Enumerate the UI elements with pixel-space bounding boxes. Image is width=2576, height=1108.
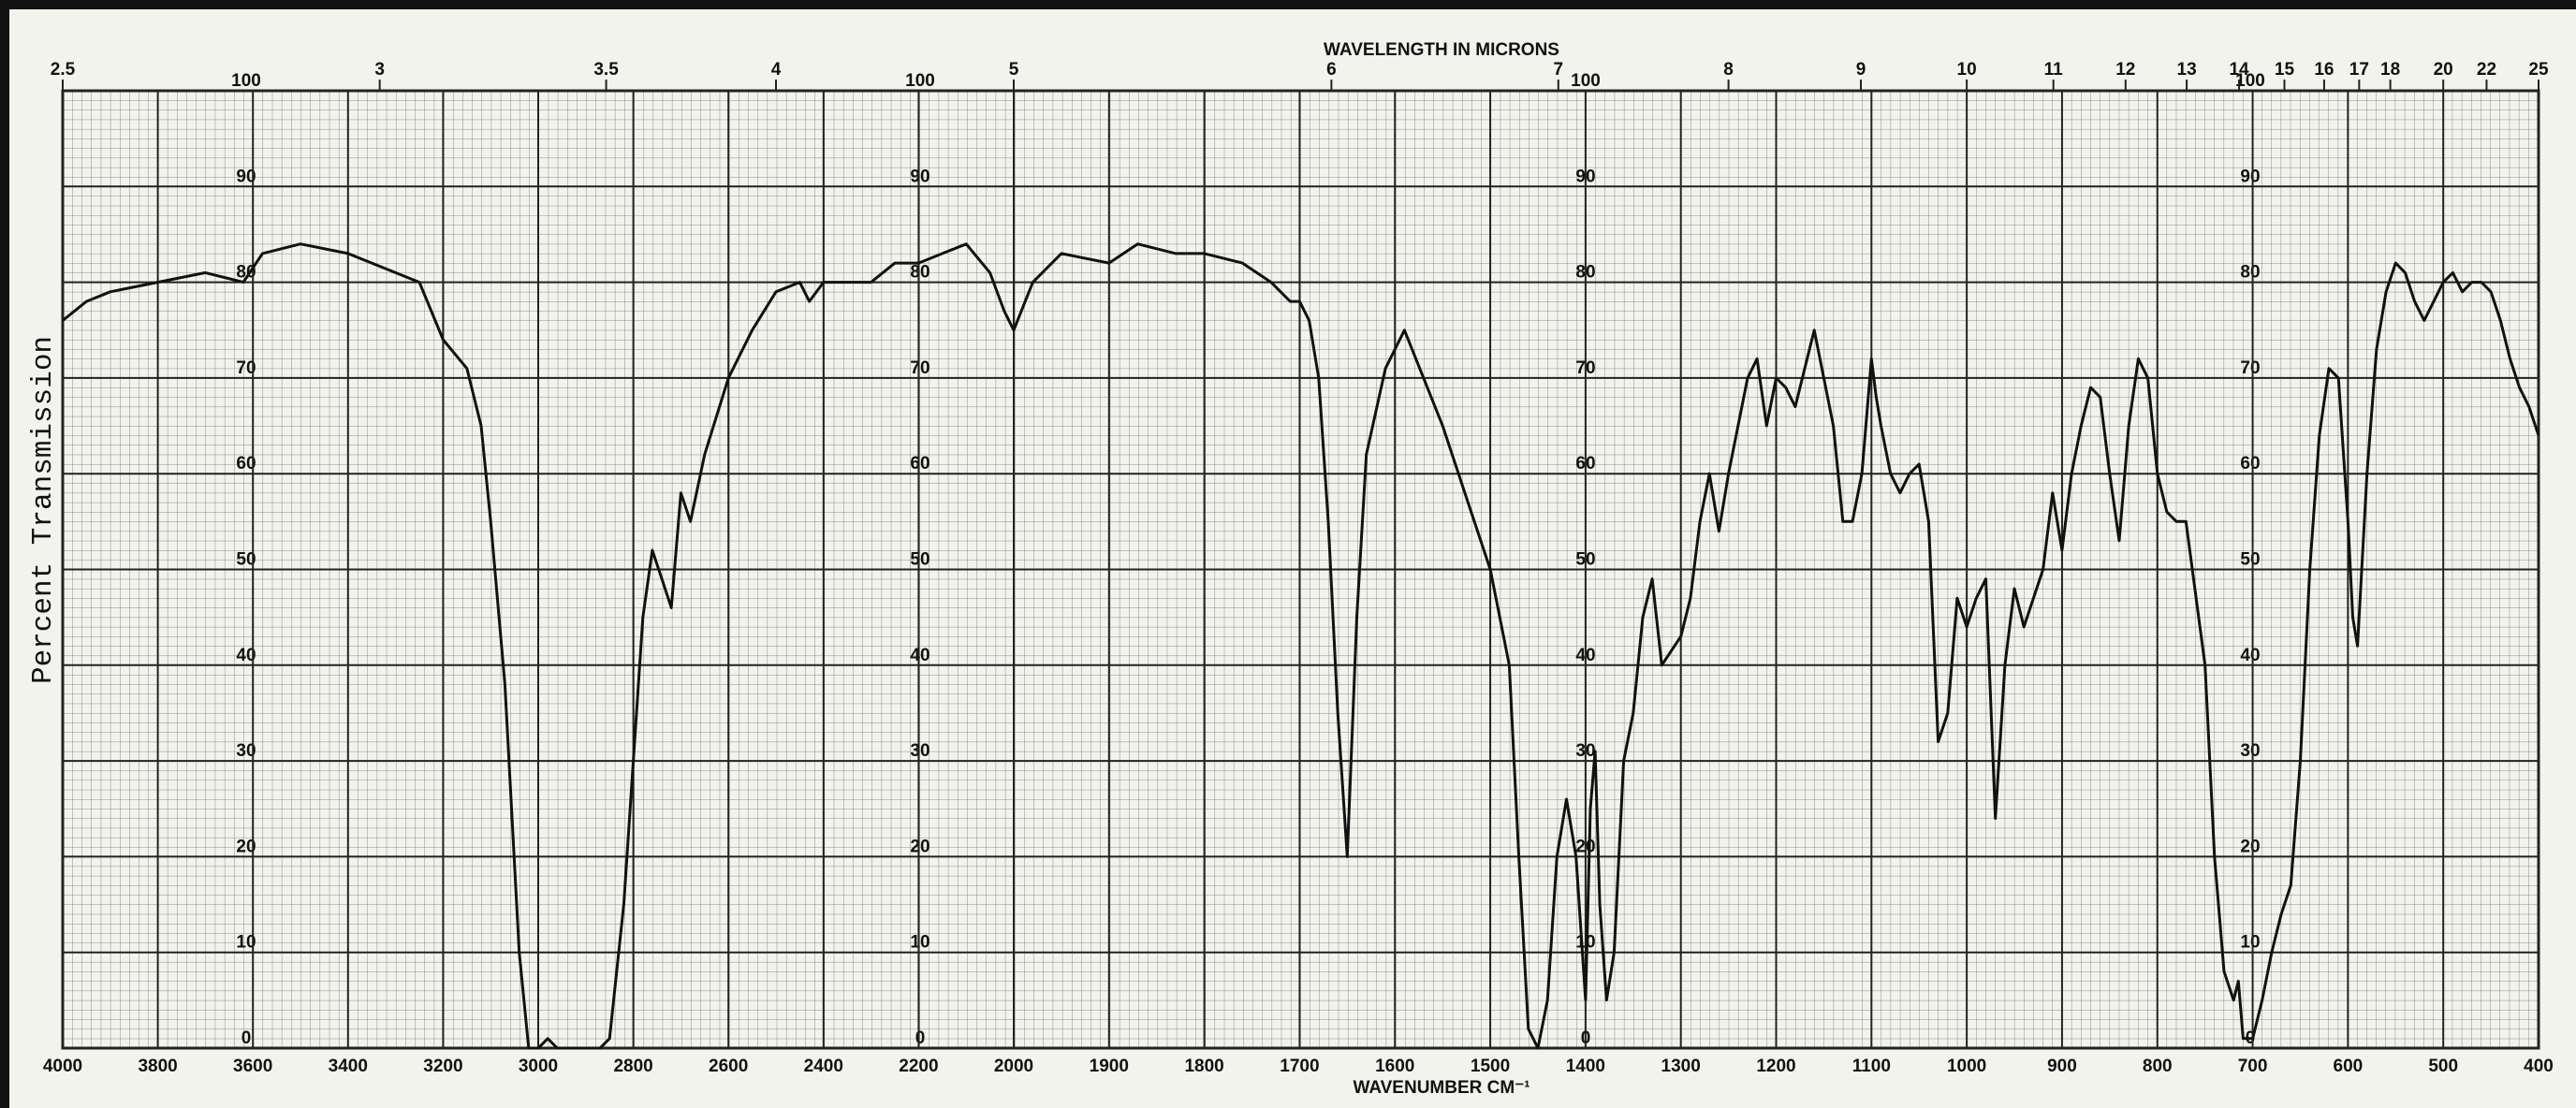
x2-tick-label: 15 [2275, 60, 2295, 80]
x-tick-label: 2000 [994, 1057, 1033, 1076]
x-tick-label: 1000 [1947, 1057, 1986, 1076]
x2-tick-label: 4 [771, 60, 782, 80]
y-tick-label: 90 [2240, 167, 2260, 186]
y-tick-label: 0 [242, 1028, 252, 1048]
y-tick-label: 20 [2240, 837, 2260, 856]
y-tick-label: 0 [915, 1028, 926, 1048]
y-axis-title: Percent Transmission [27, 336, 60, 684]
y-tick-label: 20 [910, 837, 929, 856]
x2-tick-label: 10 [1957, 60, 1977, 80]
x-tick-label: 1300 [1661, 1057, 1701, 1076]
x-tick-label: 1500 [1471, 1057, 1510, 1076]
y-tick-label: 10 [236, 933, 256, 953]
x-tick-label: 3400 [329, 1057, 368, 1076]
y-tick-label: 60 [236, 454, 256, 474]
x-tick-label: 3600 [233, 1057, 272, 1076]
x-tick-label: 500 [2428, 1057, 2458, 1076]
x-tick-label: 2400 [804, 1057, 843, 1076]
x-tick-label: 1800 [1184, 1057, 1223, 1076]
x2-axis-title: WAVELENGTH IN MICRONS [1324, 40, 1559, 60]
x2-tick-label: 14 [2229, 60, 2249, 80]
x2-tick-label: 20 [2434, 60, 2453, 80]
x-tick-label: 700 [2238, 1057, 2268, 1076]
y-tick-label: 30 [2240, 741, 2260, 761]
x-tick-label: 2200 [899, 1057, 938, 1076]
y-tick-label: 70 [2240, 358, 2260, 378]
x2-tick-label: 12 [2115, 60, 2135, 80]
y-tick-label: 90 [236, 167, 256, 186]
y-tick-label: 80 [236, 263, 256, 283]
y-tick-label: 60 [910, 454, 929, 474]
y-tick-label: 40 [236, 646, 256, 665]
x2-tick-label: 6 [1326, 60, 1337, 80]
y-tick-label: 80 [2240, 263, 2260, 283]
x-tick-label: 4000 [43, 1057, 82, 1076]
y-tick-label: 40 [910, 646, 929, 665]
y-tick-label: 70 [910, 358, 929, 378]
x2-tick-label: 16 [2314, 60, 2334, 80]
x-tick-label: 1400 [1566, 1057, 1605, 1076]
y-tick-label: 10 [2240, 933, 2260, 953]
y-tick-label: 50 [2240, 550, 2260, 570]
x-tick-label: 600 [2334, 1057, 2364, 1076]
x-tick-label: 3200 [423, 1057, 462, 1076]
x2-tick-label: 3 [374, 60, 385, 80]
x2-tick-label: 22 [2477, 60, 2496, 80]
x-tick-label: 3000 [519, 1057, 558, 1076]
x2-tick-label: 17 [2349, 60, 2369, 80]
scan-border [0, 0, 2576, 9]
y-tick-label: 90 [910, 167, 929, 186]
x-tick-label: 1600 [1375, 1057, 1414, 1076]
x-tick-label: 1700 [1280, 1057, 1319, 1076]
y-tick-label: 70 [236, 358, 256, 378]
y-tick-label: 20 [236, 837, 256, 856]
x-axis-title: WAVENUMBER CM⁻¹ [1353, 1078, 1530, 1098]
y-tick-label: 50 [910, 550, 929, 570]
y-tick-label: 30 [236, 741, 256, 761]
y-tick-label: 100 [231, 71, 261, 91]
y-tick-label: 100 [1571, 71, 1601, 91]
x2-tick-label: 7 [1553, 60, 1563, 80]
x2-tick-label: 25 [2528, 60, 2549, 80]
x-tick-label: 900 [2047, 1057, 2077, 1076]
x2-tick-label: 13 [2177, 60, 2197, 80]
y-tick-label: 30 [910, 741, 929, 761]
x2-tick-label: 5 [1009, 60, 1019, 80]
x-tick-label: 1200 [1756, 1057, 1795, 1076]
x2-tick-label: 11 [2044, 60, 2064, 80]
x-tick-label: 1100 [1852, 1057, 1891, 1076]
x2-tick-label: 8 [1723, 60, 1734, 80]
x-tick-label: 2600 [709, 1057, 748, 1076]
y-tick-label: 80 [910, 263, 929, 283]
scan-border [0, 0, 9, 1108]
spectrum-line [62, 242, 2540, 1050]
x-tick-label: 400 [2524, 1057, 2554, 1076]
x-tick-label: 800 [2143, 1057, 2173, 1076]
y-tick-label: 60 [2240, 454, 2260, 474]
x2-tick-label: 3.5 [593, 60, 619, 80]
y-tick-label: 100 [2235, 71, 2265, 91]
x-tick-label: 1900 [1090, 1057, 1129, 1076]
y-tick-label: 40 [2240, 646, 2260, 665]
y-tick-label: 10 [910, 933, 929, 953]
x-tick-label: 3800 [138, 1057, 177, 1076]
x-tick-label: 2800 [613, 1057, 652, 1076]
x2-tick-label: 18 [2380, 60, 2400, 80]
y-tick-label: 100 [905, 71, 935, 91]
x2-tick-label: 2.5 [51, 60, 76, 80]
x2-tick-label: 9 [1856, 60, 1866, 80]
y-tick-label: 50 [236, 550, 256, 570]
